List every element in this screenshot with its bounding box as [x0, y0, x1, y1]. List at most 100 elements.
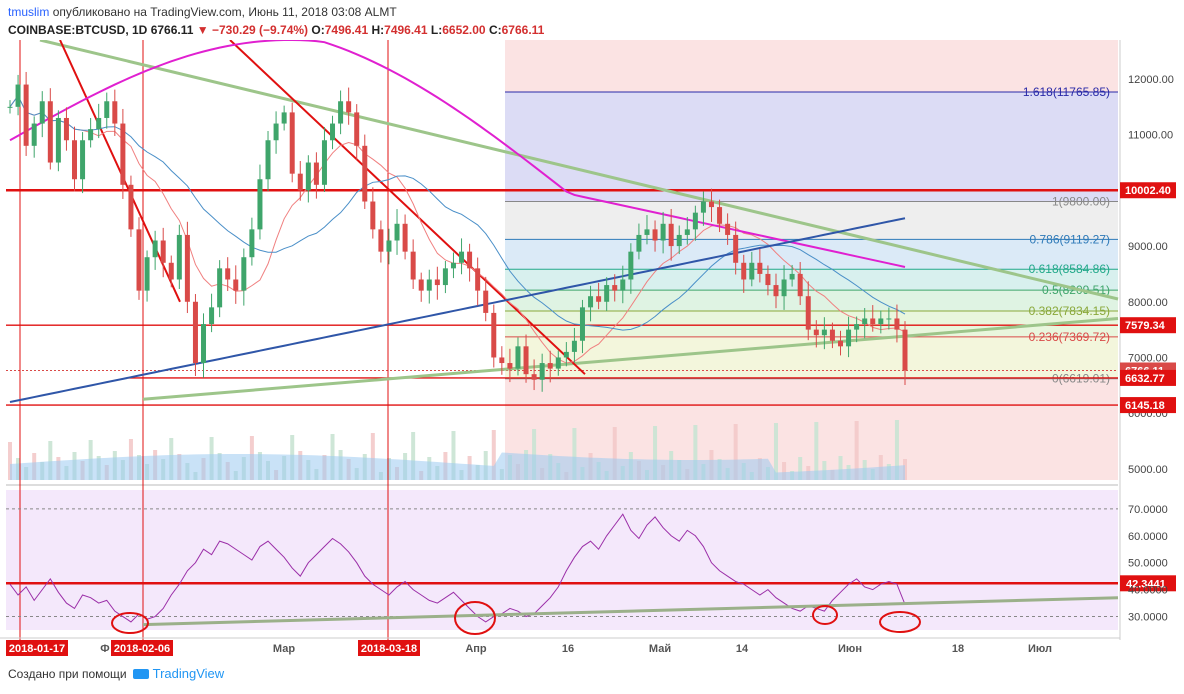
candle-body	[370, 201, 376, 230]
fib-level-label: 0.786(9119.27)	[1029, 232, 1110, 246]
candle-body	[418, 279, 424, 291]
chart-area[interactable]: 1.618(11765.85) 1(9800.00) 0.786(9119.27) 0…	[0, 40, 1184, 662]
volume-bar	[653, 426, 658, 480]
candle-body	[563, 351, 569, 358]
open-value: 7496.41	[324, 23, 369, 37]
candle-body	[620, 279, 626, 291]
rsi-tick-label: 70.0000	[1128, 504, 1168, 516]
candle-body	[176, 234, 182, 280]
candle-body	[120, 123, 126, 185]
time-tick-label: 16	[562, 643, 574, 655]
candle-body	[684, 229, 690, 235]
candle-body	[467, 251, 473, 269]
candle-body	[781, 279, 787, 297]
uptrend-line	[142, 316, 1119, 401]
candle-body	[112, 101, 118, 124]
sma-200-line	[9, 217, 906, 404]
fib-level-label: 1(9800.00)	[1052, 195, 1110, 209]
fib-level-label: 0(6619.01)	[1052, 372, 1110, 386]
candle-body	[386, 240, 392, 252]
candle-body	[192, 301, 198, 364]
candle-body	[257, 179, 263, 230]
ema-fast-line	[9, 94, 906, 364]
candle-body	[362, 145, 368, 202]
candle-body	[499, 357, 505, 364]
candle-body	[47, 101, 53, 163]
candle-body	[394, 223, 400, 241]
candle-body	[152, 240, 158, 258]
candle-body	[515, 346, 521, 369]
time-marker-badge	[111, 640, 173, 656]
candle-body	[297, 173, 303, 191]
publish-line: tmuslim опубликовано на TradingView.com,…	[8, 5, 397, 19]
tradingview-logo[interactable]: TradingView	[132, 666, 224, 681]
fib-zone	[505, 311, 1118, 337]
fib-level-label: 0.382(7834.15)	[1029, 304, 1110, 318]
candle-body	[700, 201, 706, 213]
volume-bar	[572, 428, 577, 480]
candle-body	[160, 240, 166, 263]
close-label: C:	[488, 23, 502, 37]
volume-bar	[838, 456, 843, 480]
fib-zone	[505, 239, 1118, 270]
symbol-label: COINBASE:BTCUSD, 1D	[8, 23, 148, 37]
volume-bar	[8, 442, 12, 480]
price-badge-label: 7579.34	[1125, 320, 1166, 332]
price-tick-label: 11000.00	[1128, 130, 1173, 142]
downtrend-line	[39, 40, 1119, 301]
rsi-divergence-circle	[111, 612, 149, 634]
candle-body	[571, 340, 577, 352]
candle-body	[668, 223, 674, 247]
candle-body	[862, 318, 868, 325]
fib-zone-1618	[505, 92, 1118, 202]
high-value: 7496.41	[384, 23, 428, 37]
candle-body	[305, 162, 311, 191]
candle-body	[717, 207, 723, 224]
candle-body	[15, 84, 21, 107]
candle-body	[846, 329, 852, 347]
price-badge-label: 6145.18	[1125, 400, 1165, 412]
candle-body	[442, 268, 448, 286]
author-link[interactable]: tmuslim	[8, 5, 50, 19]
rsi-trend-line	[142, 596, 1119, 627]
candle-body	[854, 324, 860, 330]
candle-body	[201, 324, 207, 364]
candle-body	[805, 296, 811, 330]
time-marker-label: 2018-02-06	[114, 643, 170, 655]
volume-bar	[370, 433, 375, 480]
rsi-divergence-circle	[812, 605, 838, 625]
price-tick-label: 12000.00	[1128, 74, 1174, 86]
candle-body	[249, 229, 255, 258]
candle-body	[450, 262, 456, 269]
time-marker-label: 2018-01-17	[9, 643, 65, 655]
candle-body	[676, 234, 682, 247]
candle-body	[39, 101, 45, 124]
candle-body	[797, 273, 803, 297]
volume-bar	[532, 429, 537, 480]
time-marker-label: 2018-03-18	[361, 643, 417, 655]
volume-bar	[48, 441, 53, 480]
candle-body	[612, 285, 618, 291]
candle-body	[80, 140, 86, 180]
sma-100-line	[9, 40, 906, 268]
footer: Создано при помощи TradingView	[8, 666, 224, 681]
candle-body	[708, 201, 714, 208]
candle-body	[596, 296, 602, 302]
volume-bar	[491, 430, 496, 480]
candle-body	[789, 273, 795, 280]
candle-body	[644, 229, 650, 235]
candle-body	[273, 123, 279, 141]
time-tick-label: Апр	[465, 643, 487, 655]
candle-body	[321, 140, 327, 185]
candle-body	[402, 223, 408, 252]
channel-line-2	[229, 40, 586, 375]
candle-body	[241, 257, 247, 291]
time-tick-label: 18	[952, 643, 964, 655]
volume-bar	[693, 425, 698, 480]
candle-body	[281, 112, 287, 124]
time-tick-label: Июл	[1028, 643, 1052, 655]
candle-body	[144, 257, 150, 291]
candle-body	[136, 229, 142, 291]
volume-bar	[782, 462, 787, 480]
fib-level-label: 0.618(8584.86)	[1029, 262, 1110, 276]
